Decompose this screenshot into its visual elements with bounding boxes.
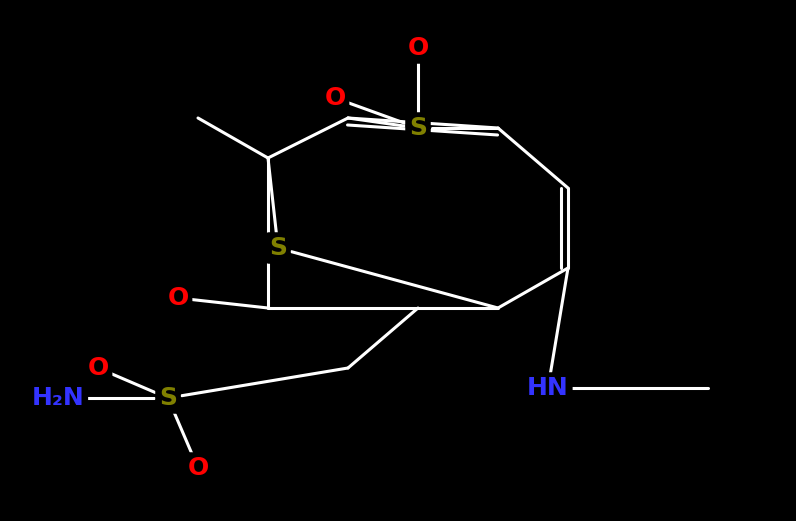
Text: H₂N: H₂N	[32, 386, 84, 410]
Text: S: S	[159, 386, 177, 410]
Text: O: O	[167, 286, 189, 310]
Text: O: O	[88, 356, 108, 380]
Text: O: O	[325, 86, 345, 110]
Text: HN: HN	[527, 376, 569, 400]
Text: S: S	[409, 116, 427, 140]
Text: O: O	[408, 36, 428, 60]
Text: S: S	[269, 236, 287, 260]
Text: O: O	[187, 456, 209, 480]
